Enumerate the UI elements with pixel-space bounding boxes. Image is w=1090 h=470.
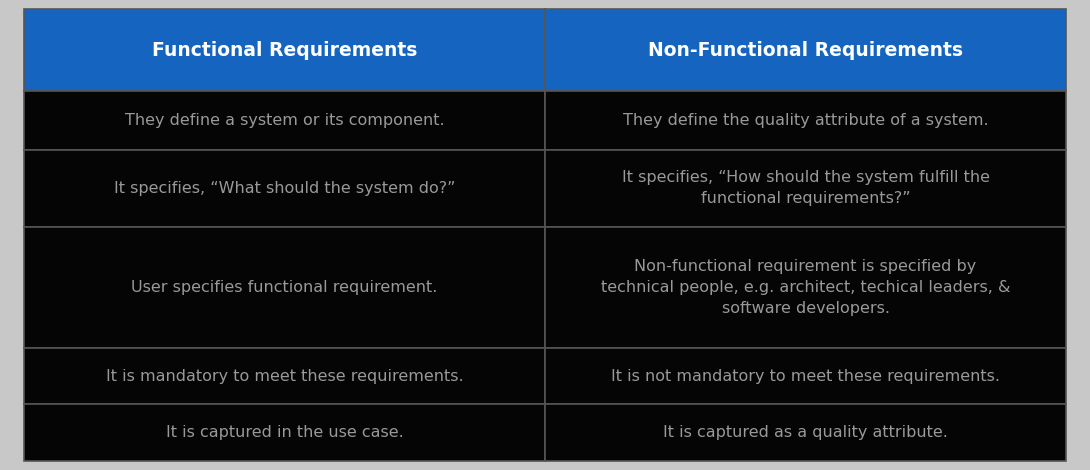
Text: Non-functional requirement is specified by
technical people, e.g. architect, tec: Non-functional requirement is specified …	[601, 258, 1010, 316]
Bar	[545, 150, 1066, 227]
Bar	[24, 150, 545, 227]
Bar	[545, 227, 1066, 348]
Bar	[545, 348, 1066, 404]
Text: Non-Functional Requirements: Non-Functional Requirements	[649, 41, 962, 60]
Text: It is mandatory to meet these requirements.: It is mandatory to meet these requiremen…	[106, 368, 463, 384]
Bar	[24, 404, 545, 461]
Text: Functional Requirements: Functional Requirements	[152, 41, 417, 60]
Text: It is captured as a quality attribute.: It is captured as a quality attribute.	[663, 425, 948, 440]
Bar	[545, 91, 1066, 150]
Text: It is captured in the use case.: It is captured in the use case.	[166, 425, 403, 440]
Bar	[24, 91, 545, 150]
Bar	[24, 348, 545, 404]
Text: They define the quality attribute of a system.: They define the quality attribute of a s…	[622, 113, 989, 128]
Bar	[545, 404, 1066, 461]
Text: It specifies, “What should the system do?”: It specifies, “What should the system do…	[113, 181, 456, 196]
Bar	[545, 9, 1066, 91]
Text: It specifies, “How should the system fulfill the
functional requirements?”: It specifies, “How should the system ful…	[621, 171, 990, 206]
Text: It is not mandatory to meet these requirements.: It is not mandatory to meet these requir…	[611, 368, 1000, 384]
Text: They define a system or its component.: They define a system or its component.	[124, 113, 445, 128]
Text: User specifies functional requirement.: User specifies functional requirement.	[131, 280, 438, 295]
Bar	[24, 227, 545, 348]
Bar	[24, 9, 545, 91]
